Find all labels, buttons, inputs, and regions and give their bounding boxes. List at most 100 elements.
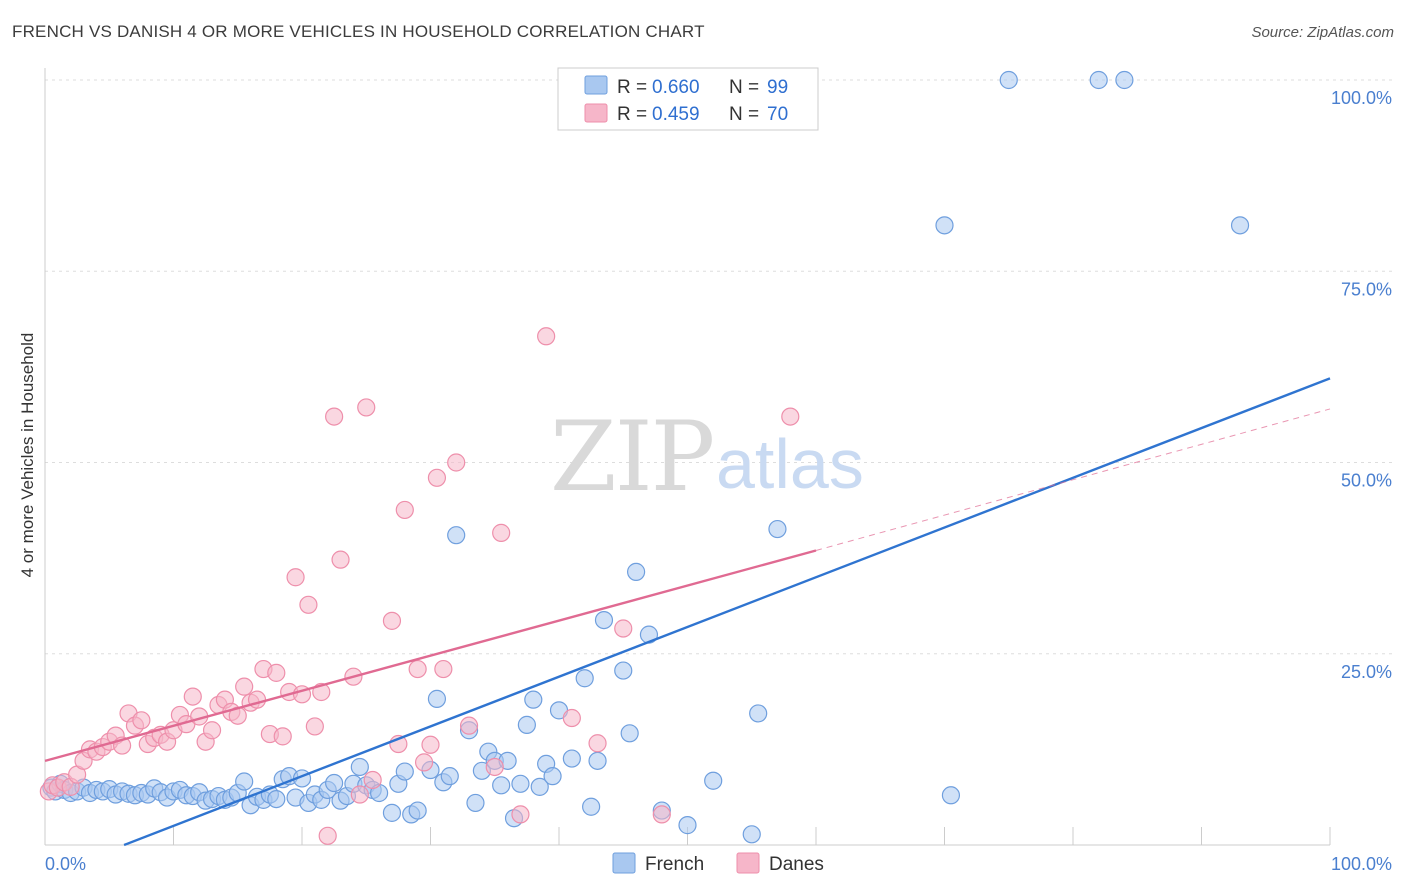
danes-point xyxy=(395,500,414,520)
french-point xyxy=(408,801,427,820)
trend-lines xyxy=(44,377,1331,847)
legend-r-label-danes: R = xyxy=(617,104,647,125)
danes-point xyxy=(447,453,466,472)
danes-points xyxy=(39,327,800,845)
grid-lines xyxy=(45,79,1392,655)
stats-legend: R = 0.660 N = 99 R = 0.459 N = 70 xyxy=(557,67,819,131)
legend-r-label-french: R = xyxy=(617,77,647,98)
danes-point xyxy=(459,716,479,735)
chart-title: FRENCH VS DANISH 4 OR MORE VEHICLES IN H… xyxy=(12,22,705,41)
danes-trend-line xyxy=(44,549,817,763)
legend-swatch-danes xyxy=(584,103,608,123)
danes-point xyxy=(652,805,671,824)
danes-trend-extension xyxy=(815,408,1331,551)
danes-point xyxy=(414,753,434,772)
danes-point xyxy=(588,734,607,753)
french-point xyxy=(749,704,768,723)
french-point xyxy=(524,690,543,709)
x-tick-label: 0.0% xyxy=(45,854,86,874)
legend-n-label-french: N = xyxy=(729,77,759,98)
bottom-legend-danes: Danes xyxy=(769,854,824,875)
danes-point xyxy=(492,523,511,542)
french-point xyxy=(626,562,646,581)
danes-point xyxy=(562,708,581,728)
french-point xyxy=(562,749,581,768)
danes-point xyxy=(363,770,382,790)
y-axis-title: 4 or more Vehicles in Household xyxy=(18,333,37,578)
french-point xyxy=(1115,70,1134,90)
legend-n-value-danes: 70 xyxy=(767,104,788,125)
danes-point xyxy=(421,735,440,754)
watermark-zip: ZIP xyxy=(550,401,713,513)
french-point xyxy=(235,772,254,791)
watermark-atlas: atlas xyxy=(716,425,864,503)
legend-r-value-french: 0.660 xyxy=(652,77,700,98)
french-point xyxy=(466,793,485,813)
french-points xyxy=(42,70,1250,844)
french-point xyxy=(594,610,614,630)
x-tick-label: 100.0% xyxy=(1331,854,1392,874)
french-point xyxy=(325,773,344,793)
danes-point xyxy=(286,568,305,587)
french-trend-line xyxy=(123,377,1331,847)
french-point xyxy=(543,767,562,786)
watermark: ZIP atlas xyxy=(550,401,864,513)
french-point xyxy=(768,519,787,539)
french-point xyxy=(941,786,961,805)
danes-point xyxy=(382,611,402,630)
bottom-legend-french: French xyxy=(645,854,704,875)
danes-point xyxy=(485,757,504,777)
french-point xyxy=(935,216,954,235)
french-point xyxy=(492,776,511,795)
danes-point xyxy=(408,659,427,679)
french-point xyxy=(742,825,761,844)
french-point xyxy=(517,715,536,734)
french-point xyxy=(382,803,402,822)
french-point xyxy=(614,661,633,680)
french-point xyxy=(582,797,601,816)
french-point xyxy=(1230,216,1250,235)
danes-point xyxy=(325,407,344,426)
tick-labels: 25.0% 50.0% 75.0% 100.0% 0.0% 100.0% xyxy=(45,88,1392,874)
french-point xyxy=(427,689,447,708)
y-tick-label: 25.0% xyxy=(1341,662,1392,682)
danes-point xyxy=(267,663,286,682)
danes-point xyxy=(305,717,324,736)
danes-point xyxy=(511,805,530,824)
danes-point xyxy=(331,550,350,569)
legend-r-value-danes: 0.459 xyxy=(652,104,700,125)
danes-point xyxy=(299,595,318,614)
french-point xyxy=(395,762,414,781)
french-point xyxy=(511,774,530,793)
danes-point xyxy=(427,468,447,487)
axes xyxy=(44,68,1331,846)
bottom-legend-swatch-danes xyxy=(736,852,760,874)
danes-point xyxy=(273,727,292,746)
danes-point xyxy=(235,677,254,696)
danes-point xyxy=(537,327,556,346)
y-tick-label: 50.0% xyxy=(1341,471,1392,491)
legend-n-value-french: 99 xyxy=(767,77,788,98)
danes-point xyxy=(350,785,369,804)
french-point xyxy=(447,526,466,545)
french-point xyxy=(704,771,723,790)
french-point xyxy=(350,757,369,777)
french-point xyxy=(999,70,1018,90)
french-point xyxy=(575,669,594,688)
legend-swatch-french xyxy=(584,75,608,95)
french-point xyxy=(678,816,697,835)
danes-point xyxy=(202,721,222,740)
french-point xyxy=(267,789,286,809)
legend-n-label-danes: N = xyxy=(729,104,759,125)
bottom-legend-swatch-french xyxy=(612,852,636,874)
danes-point xyxy=(132,711,151,730)
french-point xyxy=(620,724,639,743)
y-tick-label: 100.0% xyxy=(1331,88,1392,108)
french-point xyxy=(440,767,459,786)
danes-point xyxy=(781,407,800,426)
french-point xyxy=(588,751,607,770)
source-credit: Source: ZipAtlas.com xyxy=(1251,24,1394,41)
series-legend: French Danes xyxy=(612,852,824,875)
danes-point xyxy=(434,659,453,679)
